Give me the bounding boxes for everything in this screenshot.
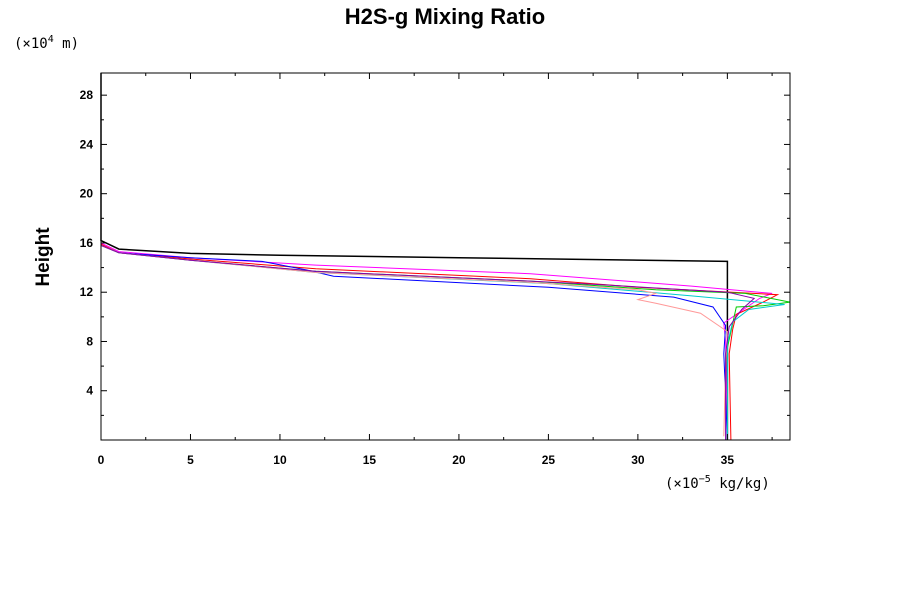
y-tick-label: 8 xyxy=(86,334,93,348)
x-unit-exponent: −5 xyxy=(699,474,711,485)
y-tick-label: 12 xyxy=(80,285,94,299)
x-unit-prefix: (×10 xyxy=(665,476,699,492)
x-tick-label: 20 xyxy=(452,453,466,467)
y-tick-label: 24 xyxy=(80,137,94,151)
chart-title: H2S-g Mixing Ratio xyxy=(345,4,545,29)
y-tick-label: 16 xyxy=(80,236,94,250)
y-tick-label: 4 xyxy=(86,384,93,398)
y-unit-exponent: 4 xyxy=(48,34,54,45)
series-layer xyxy=(100,73,791,441)
x-tick-label: 0 xyxy=(98,453,105,467)
x-tick-label: 10 xyxy=(273,453,287,467)
x-tick-label: 35 xyxy=(721,453,735,467)
y-tick-label: 20 xyxy=(80,187,94,201)
axis-layer: 0 5 10 15 20 25 30 35 4 8 12 16 20 24 28 xyxy=(80,73,790,467)
plot-frame xyxy=(100,72,791,441)
y-axis-label: Height xyxy=(33,227,54,287)
x-tick-label: 30 xyxy=(631,453,645,467)
x-tick-label: 15 xyxy=(363,453,377,467)
y-unit-label: (×104 m) xyxy=(14,34,79,52)
series-line-7 xyxy=(100,244,728,437)
x-unit-suffix: kg/kg) xyxy=(711,476,770,492)
x-tick-label: 25 xyxy=(542,453,556,467)
y-unit-suffix: m) xyxy=(54,36,79,52)
series-line-3 xyxy=(100,243,780,441)
x-unit-label: (×10−5 kg/kg) xyxy=(665,474,770,492)
series-line-1 xyxy=(100,73,729,440)
series-line-8 xyxy=(100,244,756,440)
x-tick-label: 5 xyxy=(187,453,194,467)
y-unit-prefix: (×10 xyxy=(14,36,48,52)
y-tick-label: 28 xyxy=(80,88,94,102)
series-line-2 xyxy=(100,73,773,441)
series-line-5 xyxy=(100,244,728,441)
